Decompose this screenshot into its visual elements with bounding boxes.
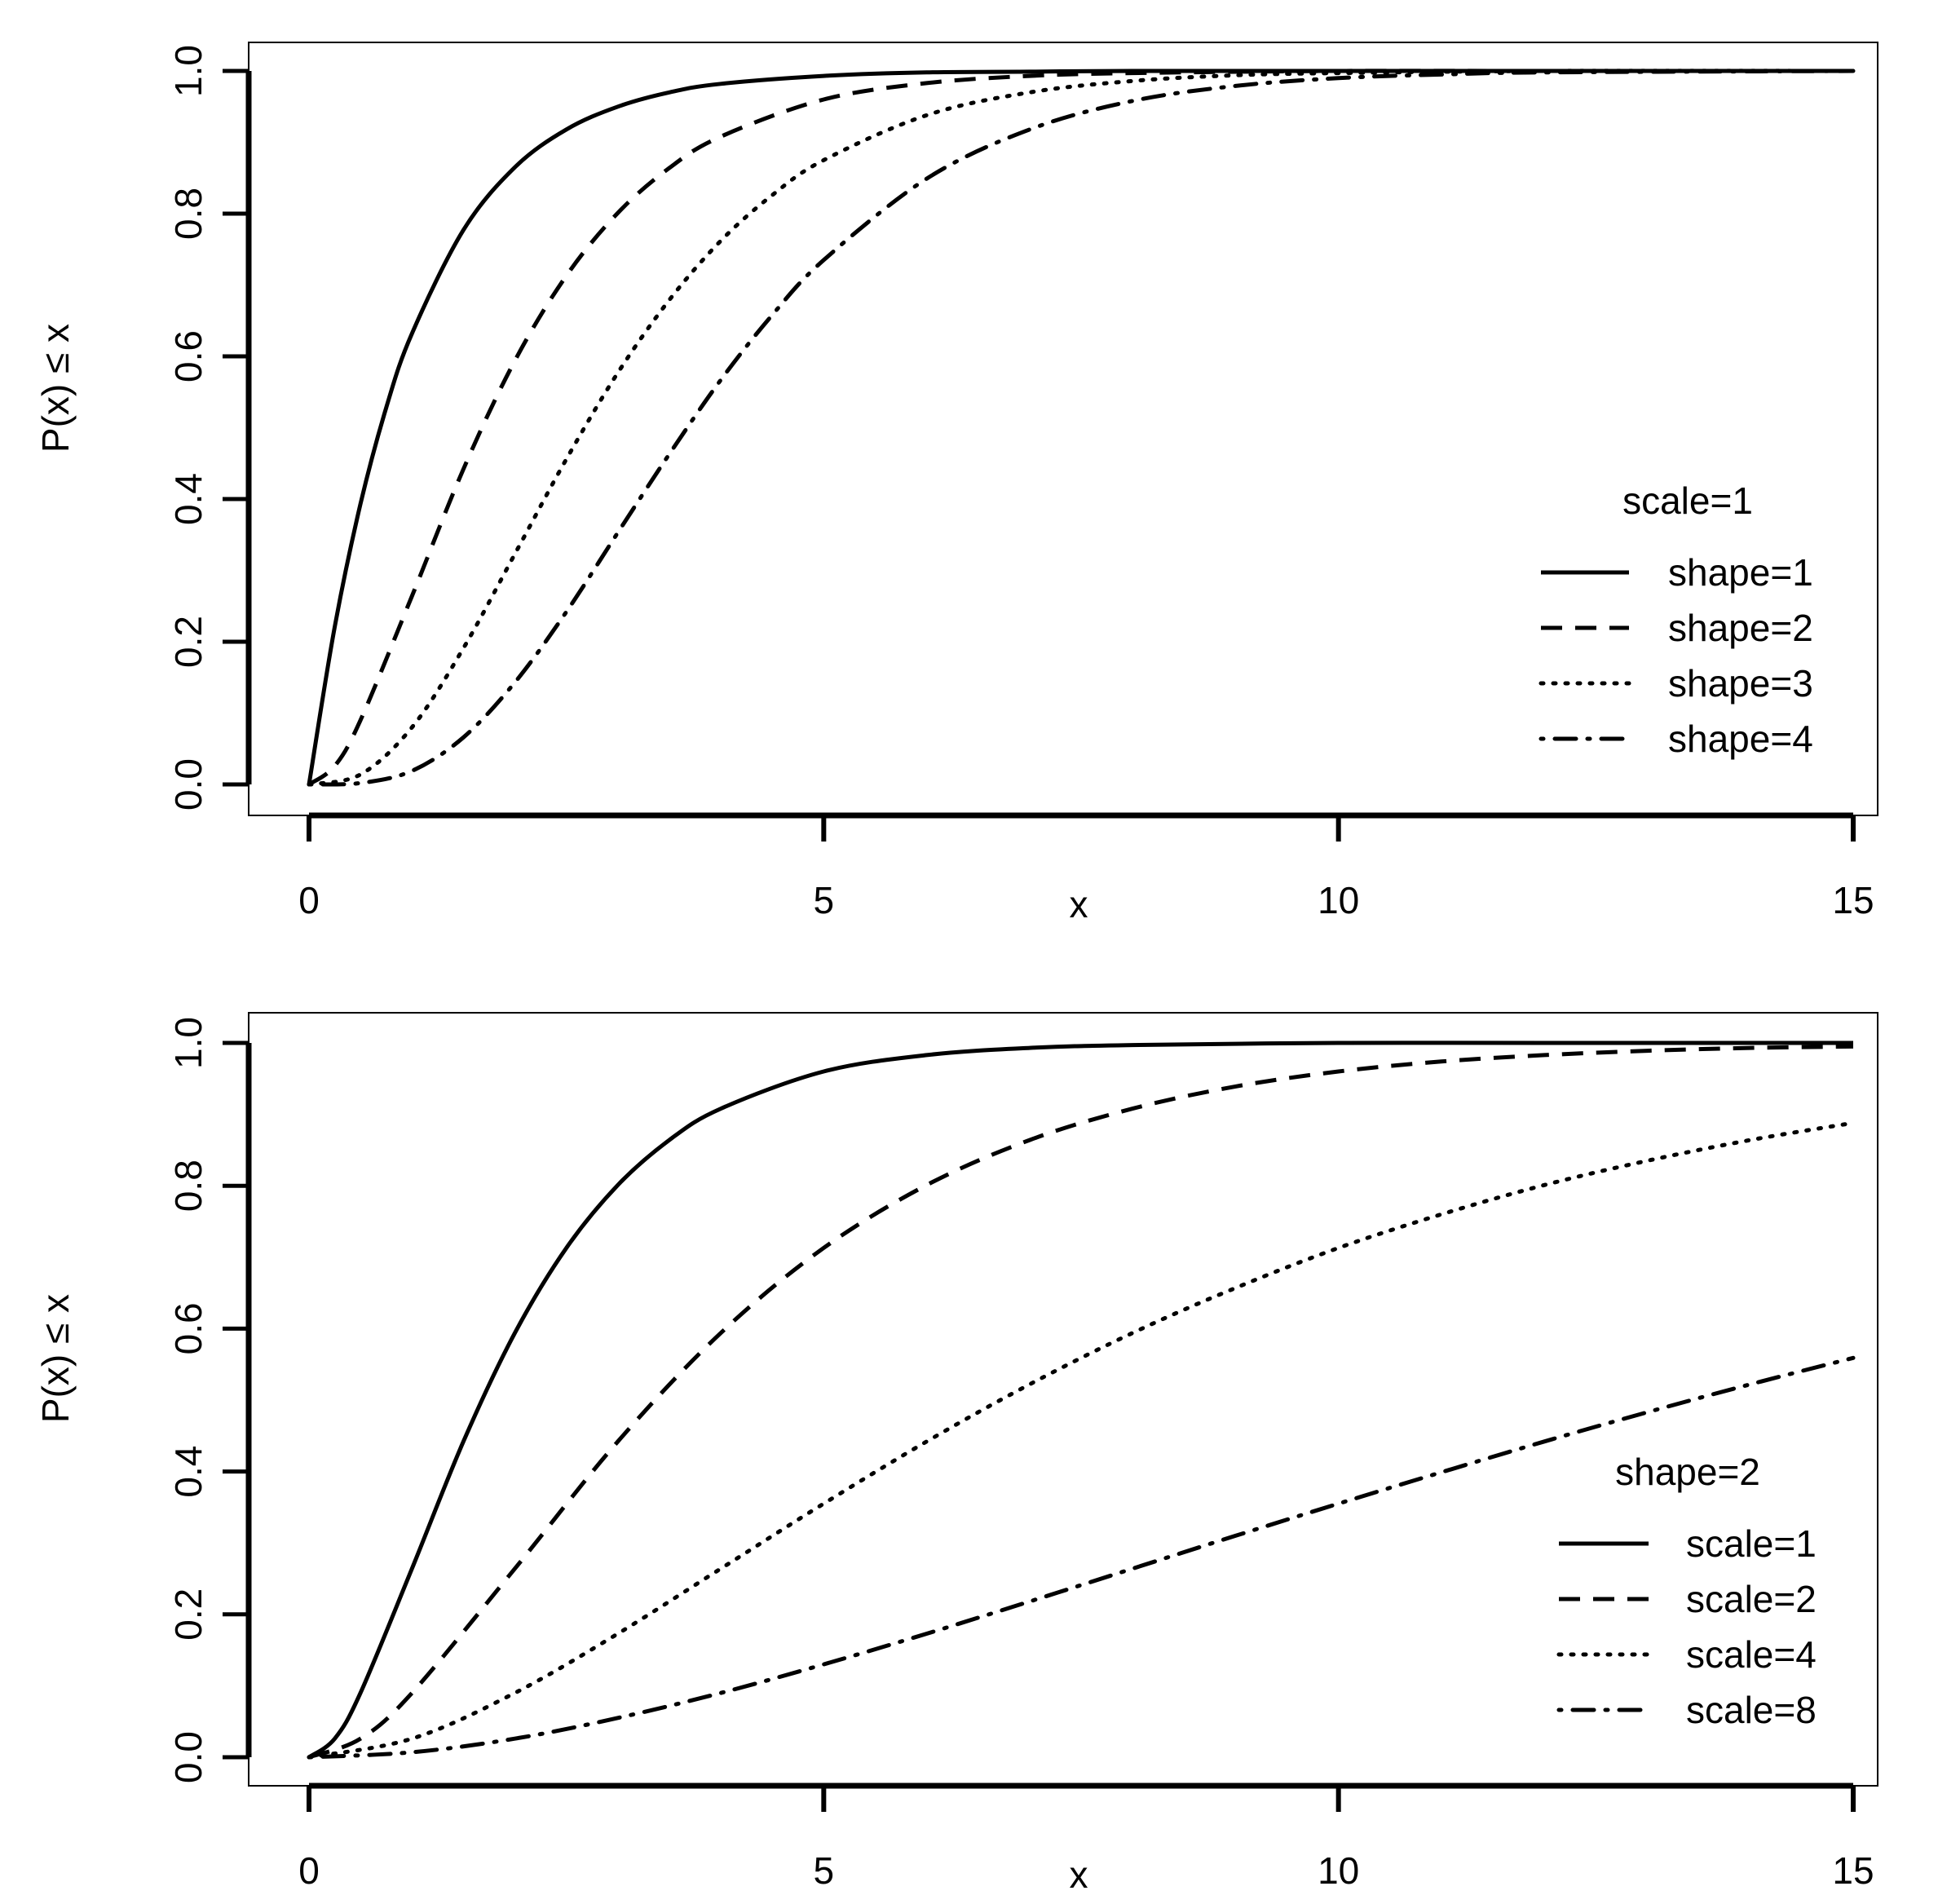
y-tick-label: 0.6 [167, 1302, 210, 1354]
legend-title: scale=1 [1622, 479, 1753, 522]
y-tick-label: 0.2 [167, 616, 210, 668]
chart-panel-1: 0.0 0.2 0.4 0.6 0.8 1.0 0 5 10 15 x P(x) ≤ x scale=1… [34, 42, 1878, 925]
x-tick-label: 10 [1318, 1849, 1359, 1892]
legend-entry-label: shape=2 [1668, 607, 1813, 649]
x-tick-label: 5 [814, 1849, 835, 1892]
legend-entry-label: scale=2 [1686, 1578, 1817, 1620]
legend-entry-label: scale=1 [1686, 1522, 1817, 1565]
legend-title: shape=2 [1615, 1451, 1760, 1493]
y-tick-label: 0.4 [167, 473, 210, 525]
y-tick-label: 0.0 [167, 758, 210, 811]
legend-entry-label: scale=4 [1686, 1633, 1817, 1676]
series-line-shape-4 [307, 68, 1856, 787]
chart-panel-2: 0.0 0.2 0.4 0.6 0.8 1.0 0 5 10 15 x P(x) ≤ x shape=2… [34, 1012, 1878, 1896]
legend-entry-label: scale=8 [1686, 1689, 1817, 1731]
y-axis-label: P(x) ≤ x [34, 324, 77, 453]
y-tick-label: 0.6 [167, 330, 210, 382]
y-tick-label: 0.4 [167, 1446, 210, 1498]
x-axis-label: x [1070, 883, 1088, 925]
y-tick-label: 0.2 [167, 1588, 210, 1641]
y-tick-label: 0.0 [167, 1731, 210, 1783]
series-line-shape-3 [307, 68, 1856, 787]
y-tick-label: 0.8 [167, 1160, 210, 1212]
plot-frame [248, 42, 1878, 816]
series-line-scale-8 [307, 1355, 1856, 1760]
legend-entry-label: shape=3 [1668, 662, 1813, 705]
series-line-scale-2 [308, 1044, 1854, 1760]
x-tick-label: 0 [298, 1849, 320, 1892]
series-line-scale-1 [307, 1040, 1853, 1760]
series-line-shape-1 [307, 68, 1853, 785]
x-tick-label: 15 [1832, 1849, 1874, 1892]
x-tick-label: 5 [814, 879, 835, 921]
x-tick-label: 0 [298, 879, 320, 921]
x-axis-label: x [1070, 1853, 1088, 1896]
legend-entry-label: shape=1 [1668, 551, 1813, 594]
y-tick-label: 1.0 [167, 1017, 210, 1069]
y-tick-label: 1.0 [167, 45, 210, 97]
y-axis-label: P(x) ≤ x [34, 1294, 77, 1423]
x-tick-label: 15 [1832, 879, 1874, 921]
series-line-shape-2 [307, 68, 1853, 787]
x-tick-label: 10 [1318, 879, 1359, 921]
legend-entry-label: shape=4 [1668, 718, 1813, 760]
series-line-scale-4 [307, 1120, 1856, 1760]
y-tick-label: 0.8 [167, 188, 210, 240]
